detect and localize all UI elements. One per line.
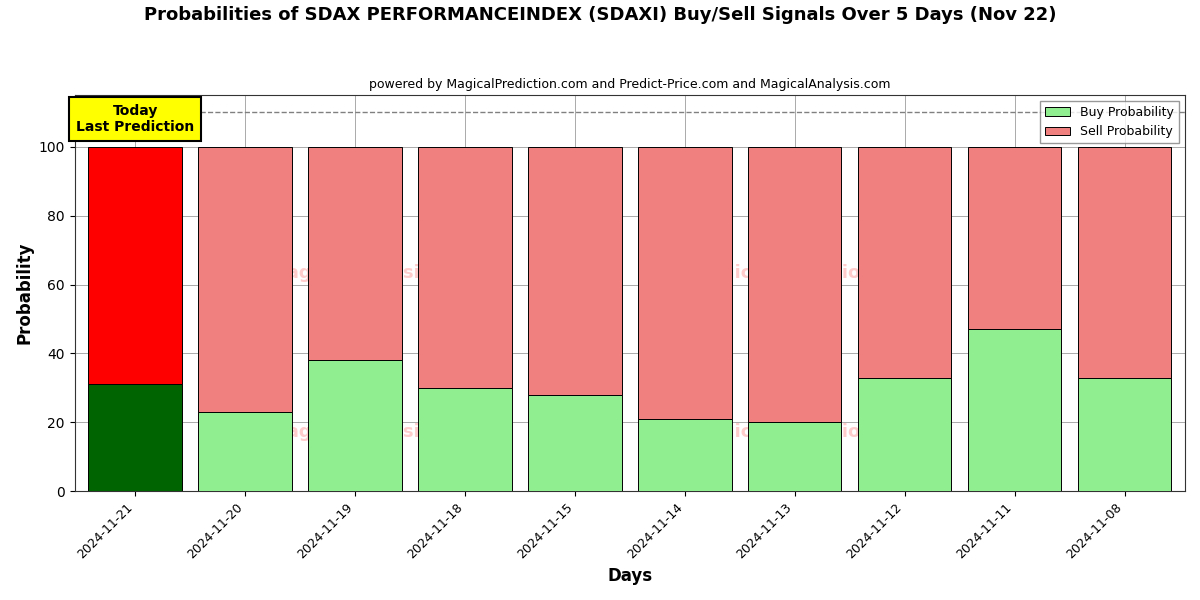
- Y-axis label: Probability: Probability: [16, 242, 34, 344]
- Bar: [198, 412, 292, 491]
- Bar: [638, 419, 732, 491]
- Bar: [89, 146, 182, 385]
- Title: powered by MagicalPrediction.com and Predict-Price.com and MagicalAnalysis.com: powered by MagicalPrediction.com and Pre…: [370, 78, 890, 91]
- Bar: [968, 146, 1061, 329]
- Bar: [1078, 377, 1171, 491]
- Bar: [638, 146, 732, 419]
- Bar: [968, 329, 1061, 491]
- Text: MagicalAnalysis.com: MagicalAnalysis.com: [270, 265, 479, 283]
- Bar: [528, 395, 622, 491]
- Bar: [308, 361, 402, 491]
- Bar: [1078, 146, 1171, 377]
- Bar: [198, 146, 292, 412]
- Text: MagicalPrediction.com: MagicalPrediction.com: [692, 423, 923, 441]
- Bar: [89, 385, 182, 491]
- Bar: [748, 422, 841, 491]
- Bar: [858, 146, 952, 377]
- Bar: [528, 146, 622, 395]
- Legend: Buy Probability, Sell Probability: Buy Probability, Sell Probability: [1040, 101, 1178, 143]
- Bar: [419, 146, 511, 388]
- Bar: [308, 146, 402, 361]
- Text: Today
Last Prediction: Today Last Prediction: [76, 104, 194, 134]
- Bar: [858, 377, 952, 491]
- Text: MagicalPrediction.com: MagicalPrediction.com: [692, 265, 923, 283]
- Bar: [419, 388, 511, 491]
- Text: Probabilities of SDAX PERFORMANCEINDEX (SDAXI) Buy/Sell Signals Over 5 Days (Nov: Probabilities of SDAX PERFORMANCEINDEX (…: [144, 6, 1056, 24]
- X-axis label: Days: Days: [607, 567, 653, 585]
- Bar: [748, 146, 841, 422]
- Text: MagicalAnalysis.com: MagicalAnalysis.com: [270, 423, 479, 441]
